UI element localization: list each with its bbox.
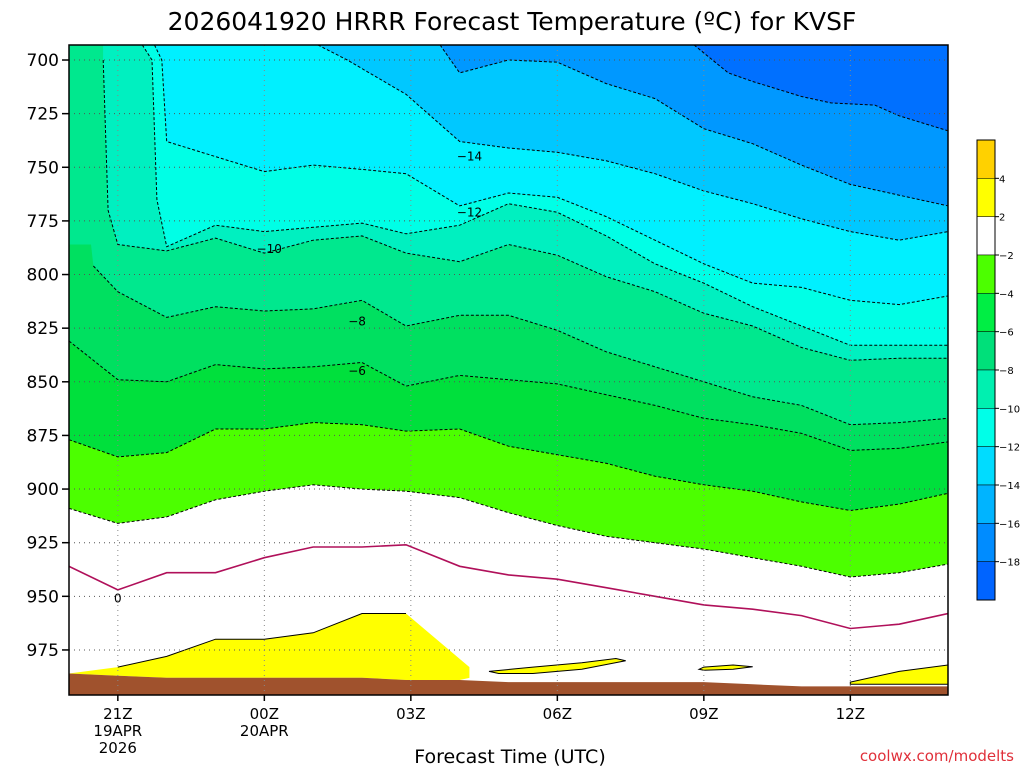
x-tick-label: 2026: [99, 739, 137, 757]
colorbar-label: 2: [999, 213, 1005, 224]
chart-title: 2026041920 HRRR Forecast Temperature (ºC…: [168, 7, 857, 36]
y-tick-label: 925: [27, 534, 59, 554]
contour-label: −10: [257, 242, 282, 256]
y-tick-label: 725: [27, 105, 59, 125]
colorbar-label: −12: [999, 443, 1020, 454]
colorbar-label: −16: [999, 519, 1020, 530]
contour-label: −12: [457, 205, 482, 219]
colorbar-swatch: [976, 523, 996, 562]
colorbar-swatch: [976, 139, 996, 179]
colorbar-swatch: [976, 293, 996, 332]
y-tick-label: 900: [27, 480, 59, 500]
colorbar-swatch: [976, 561, 996, 601]
contour-fill-layer: [69, 45, 948, 695]
y-tick-label: 800: [27, 266, 59, 286]
y-tick-label: 850: [27, 373, 59, 393]
colorbar-label: −18: [999, 558, 1020, 569]
colorbar-label: −2: [999, 251, 1014, 262]
x-tick-label: 00Z: [250, 705, 279, 723]
x-tick-label: 06Z: [543, 705, 572, 723]
x-tick-label: 21Z: [103, 705, 132, 723]
fill-above-4: [69, 613, 470, 680]
contour-label: −14: [457, 150, 482, 164]
colorbar-label: −10: [999, 404, 1020, 415]
x-axis-label: Forecast Time (UTC): [414, 746, 605, 768]
colorbar-swatch: [976, 369, 996, 409]
colorbar-label: −14: [999, 481, 1020, 492]
contour-line-minus-12: [141, 45, 948, 346]
contour-line-4: [117, 613, 406, 668]
y-tick-label: 750: [27, 158, 59, 178]
colorbar-swatch: [976, 178, 996, 217]
x-tick-label: 19APR: [93, 722, 142, 740]
colorbar-swatch: [976, 254, 996, 294]
plot-frame: [68, 44, 949, 696]
y-tick-label: 825: [27, 319, 59, 339]
left-strip-fill-minus-10: [69, 45, 118, 245]
contour-line-minus-6: [69, 340, 948, 451]
x-tick-label: 12Z: [836, 705, 865, 723]
colorbar: 4 2 −2 −4 −6 −8 −10 −12 −14 −16 −18: [976, 139, 1020, 601]
plot-area: −6 −8 −10 −12 −14 0: [68, 44, 949, 696]
contour-line-minus-16: [317, 45, 948, 241]
left-strip-fill-minus-12: [103, 45, 157, 245]
contour-line-minus-8: [93, 265, 948, 426]
colorbar-swatch: [976, 331, 996, 371]
credit-text: coolwx.com/modelts: [860, 747, 1014, 765]
y-tick-label: 975: [27, 641, 59, 661]
colorbar-label: −6: [999, 328, 1014, 339]
colorbar-label: 4: [999, 174, 1005, 185]
x-tick-label: 09Z: [689, 705, 718, 723]
warm-lens-2: [697, 664, 753, 671]
grid-lines: [69, 45, 948, 695]
contour-label-zero: 0: [114, 591, 122, 605]
contour-label: −6: [348, 364, 366, 378]
colorbar-swatch: [976, 216, 996, 256]
contour-line-minus-4: [69, 422, 948, 512]
colorbar-label: −4: [999, 289, 1014, 300]
contour-line-minus-14: [154, 45, 948, 306]
colorbar-swatch: [976, 408, 996, 447]
x-tick-label: 03Z: [396, 705, 425, 723]
contour-label: −8: [348, 315, 366, 329]
contour-line-minus-2: [69, 484, 948, 578]
x-tick-label: 20APR: [240, 722, 289, 740]
contour-line-0: [69, 543, 948, 630]
colorbar-swatch: [976, 484, 996, 524]
y-axis-ticks: 700 725 750 775 800 825 850 875 900 925 950 975: [27, 51, 69, 661]
y-tick-label: 700: [27, 51, 59, 71]
colorbar-label: −8: [999, 366, 1014, 377]
contour-line-minus-20: [693, 45, 948, 132]
y-tick-label: 875: [27, 426, 59, 446]
terrain-fill: [69, 673, 948, 695]
contour-line-minus-10: [102, 59, 948, 361]
warm-lens-3: [849, 664, 948, 685]
y-tick-label: 775: [27, 212, 59, 232]
colorbar-swatch: [976, 446, 996, 486]
y-tick-label: 950: [27, 587, 59, 607]
